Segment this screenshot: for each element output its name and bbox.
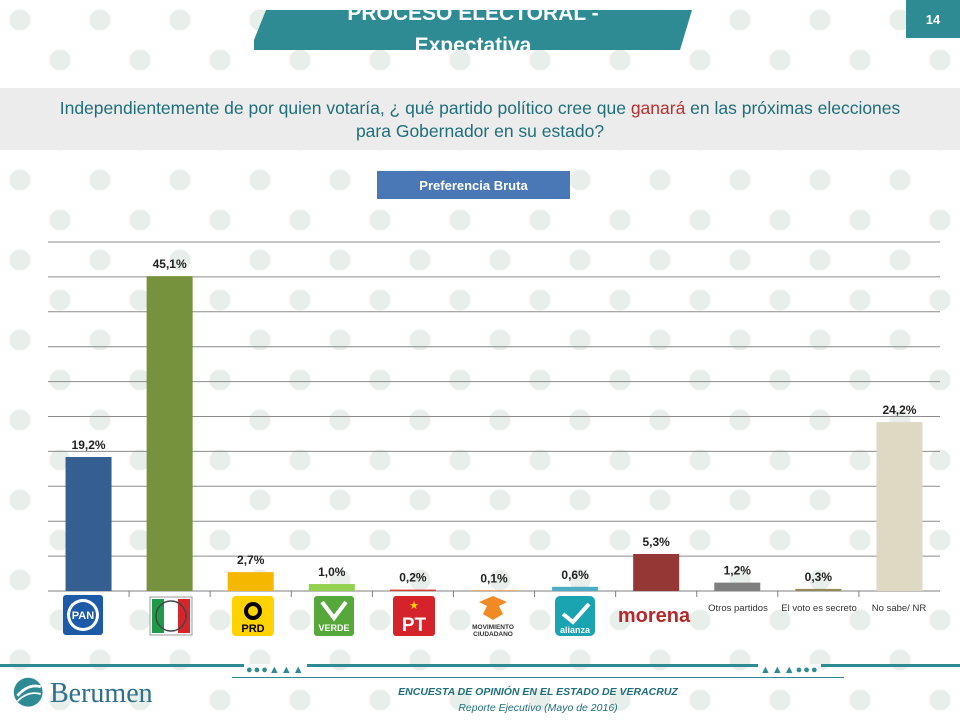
value-label: 19,2% <box>72 438 106 452</box>
pan-logo-icon: PAN <box>63 595 103 635</box>
mc-logo-text-1: MOVIMIENTO <box>472 624 514 631</box>
nueva-alianza-logo-icon: alianza <box>555 596 595 636</box>
value-label: 0,2% <box>399 571 427 585</box>
survey-question: Independientemente de por quien votaría,… <box>40 97 920 143</box>
section-title-line2: Expectativa <box>414 34 532 50</box>
category-label-nosabe: No sabe/ NR <box>872 603 927 614</box>
bar-alianza <box>552 586 599 591</box>
prd-logo-icon: PRD <box>232 596 274 636</box>
chart-x-ticks <box>128 591 860 597</box>
bar-chart: 19,2% 45,1% 2,7% 1,0% 0,2% 0,1% 0,6% 5,3% 1,2% 0,… <box>48 241 940 638</box>
question-text-end: en las próximas elecciones para Gobernad… <box>355 98 901 141</box>
mc-logo-text-2: CIUDADANO <box>473 631 513 638</box>
value-label: 2,7% <box>237 553 265 567</box>
category-label-otros: Otros partidos <box>708 603 768 614</box>
pan-logo-text: PAN <box>72 610 94 622</box>
footer-rule <box>0 664 960 667</box>
value-label: 0,6% <box>561 568 589 582</box>
berumen-logo-icon <box>13 677 43 707</box>
question-band <box>0 88 960 150</box>
prd-logo-text: PRD <box>241 623 264 635</box>
value-label: 5,3% <box>643 535 671 549</box>
pri-logo-icon <box>149 596 193 636</box>
alianza-logo-text: alianza <box>560 625 591 635</box>
footer-survey-title: ENCUESTA DE OPINIÓN EN EL ESTADO DE VERA… <box>398 686 678 698</box>
bar-pri <box>146 276 193 591</box>
footer-decoration-right: ▲▲▲●●● <box>758 664 821 676</box>
svg-text:★: ★ <box>409 599 419 612</box>
bar-pan <box>65 456 112 591</box>
footer-report-subtitle: Reporte Ejecutivo (Mayo de 2016) <box>458 702 618 714</box>
category-label-secreto: El voto es secreto <box>781 603 857 614</box>
movimiento-ciudadano-logo-icon: MOVIMIENTO CIUDADANO <box>472 596 514 638</box>
value-label: 1,2% <box>724 564 752 578</box>
berumen-brand: Berumen <box>50 678 153 709</box>
bar-no-sabe-nr <box>876 422 923 591</box>
verde-logo-icon: VERDE <box>314 596 354 636</box>
bar-movimiento-ciudadano <box>471 590 517 591</box>
pt-logo-text: PT <box>402 615 427 636</box>
morena-logo-text: morena <box>618 605 691 627</box>
page-number: 14 <box>906 0 960 38</box>
pt-logo-icon: ★ PT <box>393 596 435 636</box>
value-label: 0,3% <box>805 570 833 584</box>
question-highlight: ganará <box>630 98 686 118</box>
question-text-start: Independientemente de por quien votaría,… <box>59 98 631 118</box>
section-title-line1: PROCESO ELECTORAL - <box>347 10 599 25</box>
value-label: 24,2% <box>882 403 916 417</box>
bar-prd <box>227 572 274 591</box>
verde-logo-text: VERDE <box>318 623 349 633</box>
chart-gridlines <box>48 241 940 592</box>
value-label: 45,1% <box>153 257 187 271</box>
footer-decoration-left: ●●●▲▲▲ <box>244 664 307 676</box>
value-label: 1,0% <box>318 565 346 579</box>
morena-logo-icon: morena <box>618 605 691 627</box>
value-label: 0,1% <box>480 571 508 585</box>
footer-rule-thin <box>232 677 844 678</box>
bar-el-voto-es-secreto <box>795 588 842 591</box>
bar-verde <box>308 584 355 591</box>
bar-pt <box>389 589 436 591</box>
preference-badge: Preferencia Bruta <box>377 171 570 199</box>
section-title-banner: PROCESO ELECTORAL - Expectativa <box>254 10 692 50</box>
chart-bars <box>65 276 923 591</box>
bar-otros-partidos <box>714 582 761 591</box>
chart-value-labels: 19,2% 45,1% 2,7% 1,0% 0,2% 0,1% 0,6% 5,3% 1,2% 0,… <box>72 257 917 585</box>
bar-morena <box>633 554 680 591</box>
